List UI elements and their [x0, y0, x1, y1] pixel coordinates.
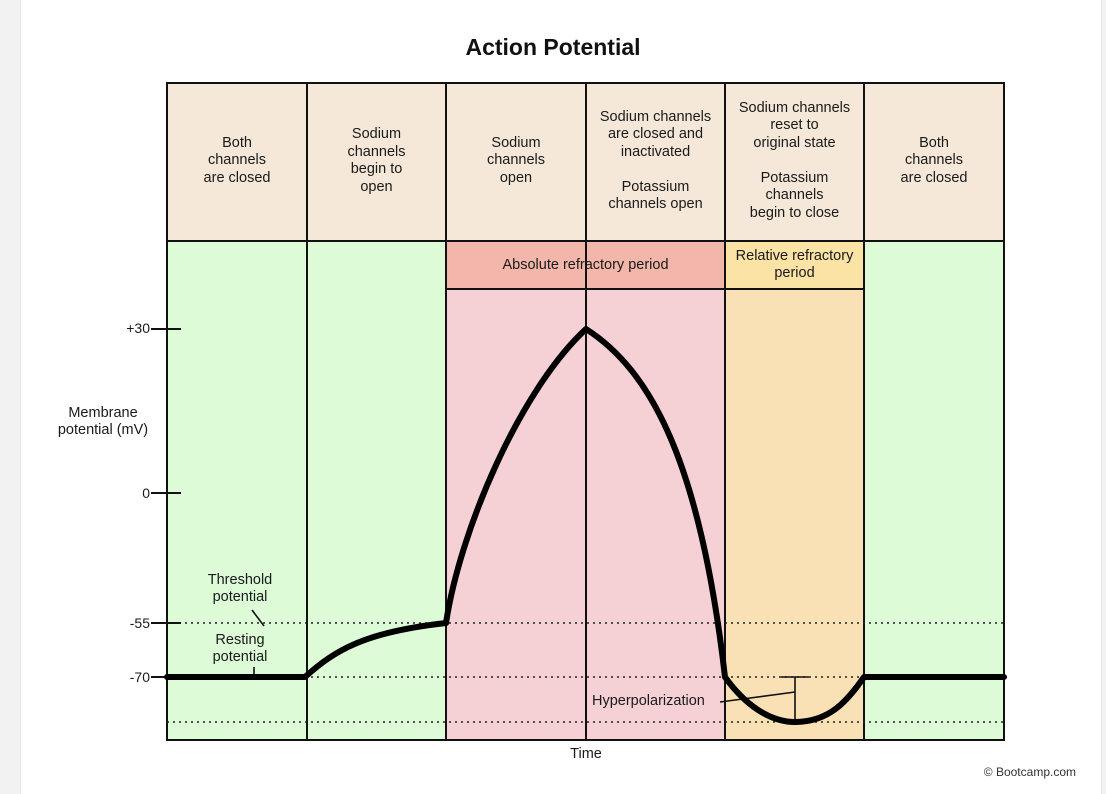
phase-label-4: Sodium channels are closed and inactivat… [599, 108, 712, 213]
threshold-leader [251, 609, 265, 627]
phase-label-1: Both channels are closed [203, 134, 271, 186]
relative-refractory-band [725, 241, 864, 289]
absolute-refractory-label: Absolute refractory period [502, 257, 669, 273]
recovered-region [864, 241, 1004, 740]
phase-label-2: Sodium channels begin to open [347, 126, 406, 195]
credit-text: © Bootcamp.com [983, 765, 1076, 779]
tick-label-zero: 0 [142, 485, 150, 501]
tick-label-plus30: +30 [126, 320, 150, 336]
relative-refractory-label: Relative refractory period [735, 248, 854, 281]
phase-label-3: Sodium channels open [486, 134, 546, 186]
tick-label-minus55: -55 [129, 615, 150, 631]
hyperpolarization-label: Hyperpolarization [592, 693, 705, 709]
phase-label-5: Sodium channels reset to original state … [738, 99, 851, 221]
relative-refractory-region [725, 241, 864, 740]
hyperpolarization-leader [719, 691, 796, 703]
chart-title: Action Potential [465, 34, 641, 60]
tick-label-minus70: -70 [129, 669, 150, 685]
annotation-leaders [251, 609, 809, 722]
resting-label: Resting potential [212, 632, 268, 665]
phase-label-6: Both channels are closed [900, 134, 968, 186]
threshold-label: Threshold potential [207, 572, 273, 605]
grid-lines [166, 82, 1005, 741]
x-axis-label: Time [570, 746, 602, 762]
y-ticks [151, 328, 181, 678]
action-potential-curve [164, 326, 1007, 725]
y-axis-label: Membrane potential (mV) [57, 405, 149, 438]
